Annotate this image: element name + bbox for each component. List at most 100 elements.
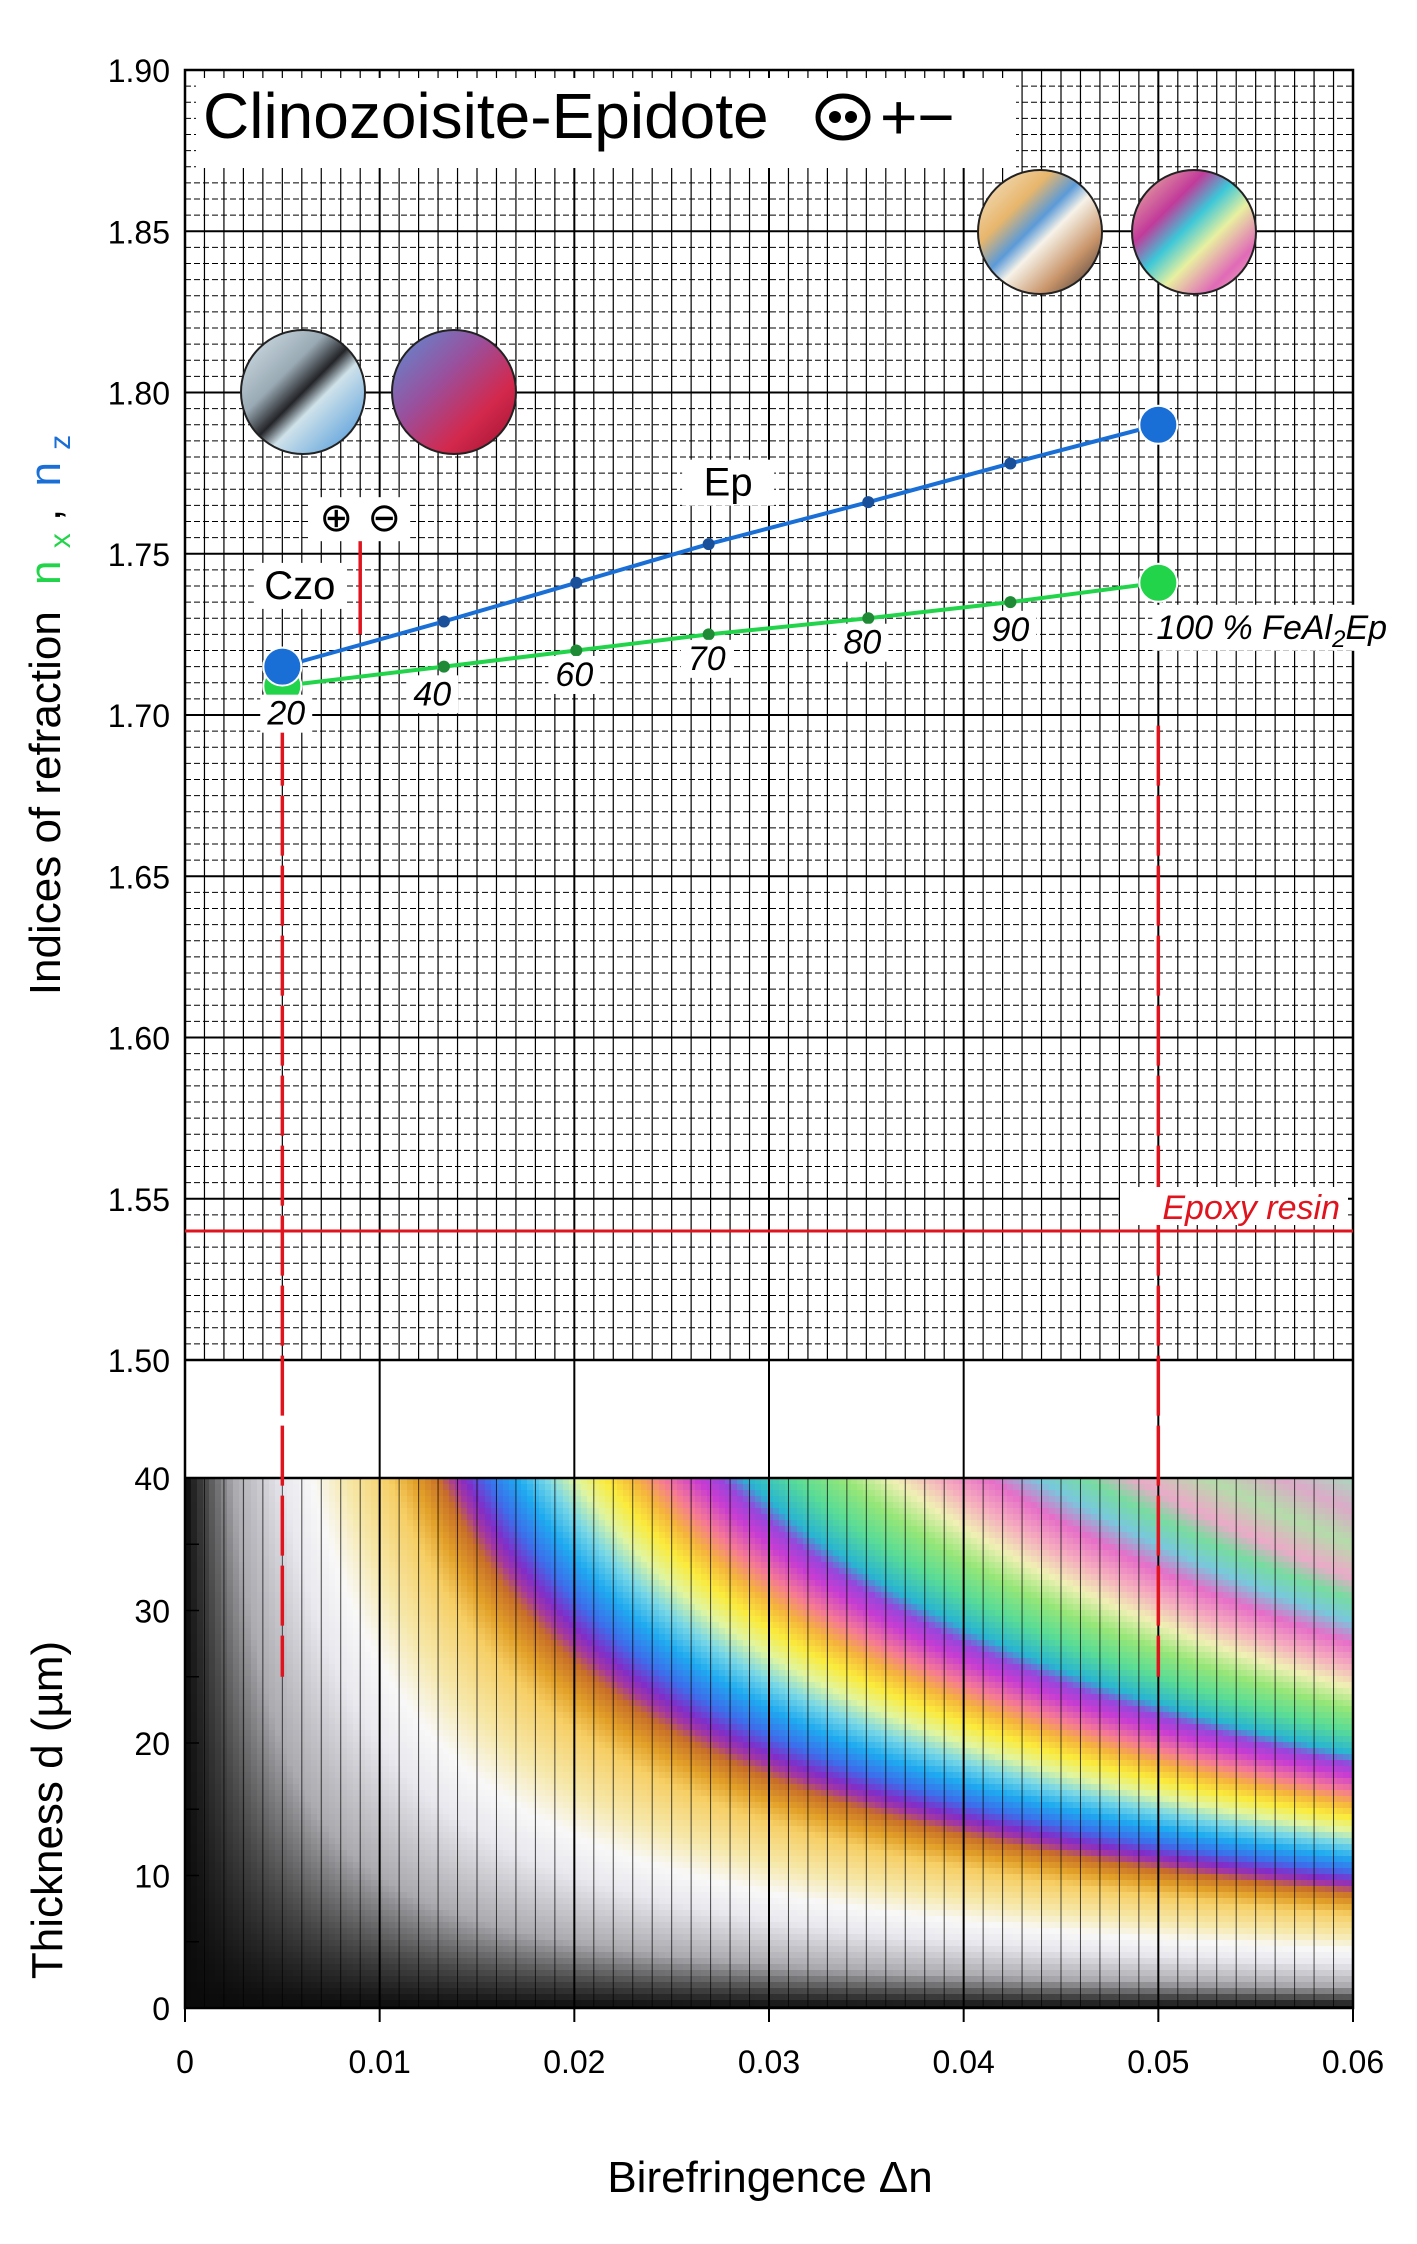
heatmap-cell xyxy=(1121,1598,1128,1605)
heatmap-cell xyxy=(533,1604,540,1611)
heatmap-cell xyxy=(413,1484,420,1491)
heatmap-cell xyxy=(485,1496,492,1503)
heatmap-cell xyxy=(1007,1574,1014,1581)
heatmap-cell xyxy=(965,1586,972,1593)
heatmap-cell xyxy=(617,1508,624,1515)
heatmap-cell xyxy=(365,1586,372,1593)
heatmap-cell xyxy=(401,1556,408,1563)
heatmap-cell xyxy=(371,1544,378,1551)
heatmap-cell xyxy=(515,1592,522,1599)
heatmap-cell xyxy=(683,1598,690,1605)
heatmap-cell xyxy=(1043,1610,1050,1617)
heatmap-cell xyxy=(959,1550,966,1557)
heatmap-cell xyxy=(1253,1502,1260,1509)
heatmap-cell xyxy=(827,1586,834,1593)
heatmap-cell xyxy=(971,1556,978,1563)
heatmap-cell xyxy=(197,1544,204,1551)
heatmap-cell xyxy=(461,1544,468,1551)
heatmap-cell xyxy=(1283,1604,1290,1611)
heatmap-cell xyxy=(371,1490,378,1497)
heatmap-cell xyxy=(1043,1574,1050,1581)
heatmap-cell xyxy=(605,1616,612,1623)
heatmap-cell xyxy=(1277,1556,1284,1563)
heatmap-cell xyxy=(1265,1604,1272,1611)
heatmap-cell xyxy=(857,1622,864,1629)
heatmap-cell xyxy=(749,1580,756,1587)
heatmap-cell xyxy=(737,1544,744,1551)
heatmap-cell xyxy=(653,1544,660,1551)
heatmap-cell xyxy=(809,1604,816,1611)
heatmap-cell xyxy=(815,1562,822,1569)
heatmap-cell xyxy=(923,1520,930,1527)
heatmap-cell xyxy=(1205,1502,1212,1509)
heatmap-cell xyxy=(1259,1556,1266,1563)
heatmap-cell xyxy=(431,1610,438,1617)
heatmap-cell xyxy=(1169,1568,1176,1575)
heatmap-cell xyxy=(431,1538,438,1545)
heatmap-cell xyxy=(1049,1610,1056,1617)
heatmap-cell xyxy=(905,1532,912,1539)
heatmap-cell xyxy=(1187,1622,1194,1629)
heatmap-cell xyxy=(1121,1502,1128,1509)
heatmap-cell xyxy=(953,1616,960,1623)
heatmap-cell xyxy=(491,1586,498,1593)
heatmap-cell xyxy=(269,1598,276,1605)
heatmap-cell xyxy=(1193,1532,1200,1539)
heatmap-cell xyxy=(1067,1556,1074,1563)
heatmap-cell xyxy=(1079,1568,1086,1575)
heatmap-cell xyxy=(953,1610,960,1617)
heatmap-cell xyxy=(491,1622,498,1629)
heatmap-cell xyxy=(1271,1484,1278,1491)
heatmap-cell xyxy=(671,1496,678,1503)
heatmap-cell xyxy=(749,1616,756,1623)
heatmap-cell xyxy=(815,1532,822,1539)
heatmap-cell xyxy=(269,1610,276,1617)
heatmap-cell xyxy=(1013,1592,1020,1599)
heatmap-cell xyxy=(479,1622,486,1629)
heatmap-cell xyxy=(1205,1556,1212,1563)
heatmap-cell xyxy=(209,1490,216,1497)
heatmap-cell xyxy=(215,1580,222,1587)
heatmap-cell xyxy=(881,1514,888,1521)
heatmap-cell xyxy=(767,1580,774,1587)
heatmap-cell xyxy=(635,1550,642,1557)
heatmap-cell xyxy=(563,1550,570,1557)
heatmap-cell xyxy=(1307,1568,1314,1575)
heatmap-cell xyxy=(1007,1526,1014,1533)
heatmap-cell xyxy=(311,1568,318,1575)
heatmap-cell xyxy=(497,1586,504,1593)
heatmap-cell xyxy=(953,1526,960,1533)
heatmap-cell xyxy=(335,1538,342,1545)
heatmap-cell xyxy=(263,1526,270,1533)
heatmap-cell xyxy=(1259,1550,1266,1557)
heatmap-cell xyxy=(353,1550,360,1557)
heatmap-cell xyxy=(1139,1592,1146,1599)
heatmap-cell xyxy=(521,1484,528,1491)
heatmap-cell xyxy=(323,1592,330,1599)
heatmap-cell xyxy=(683,1604,690,1611)
heatmap-cell xyxy=(947,1484,954,1491)
heatmap-cell xyxy=(641,1568,648,1575)
heatmap-cell xyxy=(1127,1532,1134,1539)
heatmap-cell xyxy=(341,1520,348,1527)
heatmap-cell xyxy=(401,1598,408,1605)
heatmap-cell xyxy=(791,1616,798,1623)
heatmap-cell xyxy=(389,1514,396,1521)
heatmap-cell xyxy=(245,1514,252,1521)
heatmap-cell xyxy=(851,1568,858,1575)
heatmap-cell xyxy=(1067,1496,1074,1503)
heatmap-cell xyxy=(653,1508,660,1515)
heatmap-cell xyxy=(1157,1604,1164,1611)
heatmap-cell xyxy=(1277,1520,1284,1527)
heatmap-cell xyxy=(1331,1538,1338,1545)
heatmap-cell xyxy=(605,1610,612,1617)
heatmap-cell xyxy=(677,1478,684,1485)
heatmap-cell xyxy=(1079,1544,1086,1551)
heatmap-cell xyxy=(1223,1544,1230,1551)
heatmap-cell xyxy=(359,1538,366,1545)
heatmap-cell xyxy=(1073,1616,1080,1623)
heatmap-cell xyxy=(1181,1484,1188,1491)
heatmap-cell xyxy=(1265,1616,1272,1623)
heatmap-cell xyxy=(287,1568,294,1575)
heatmap-cell xyxy=(1211,1610,1218,1617)
